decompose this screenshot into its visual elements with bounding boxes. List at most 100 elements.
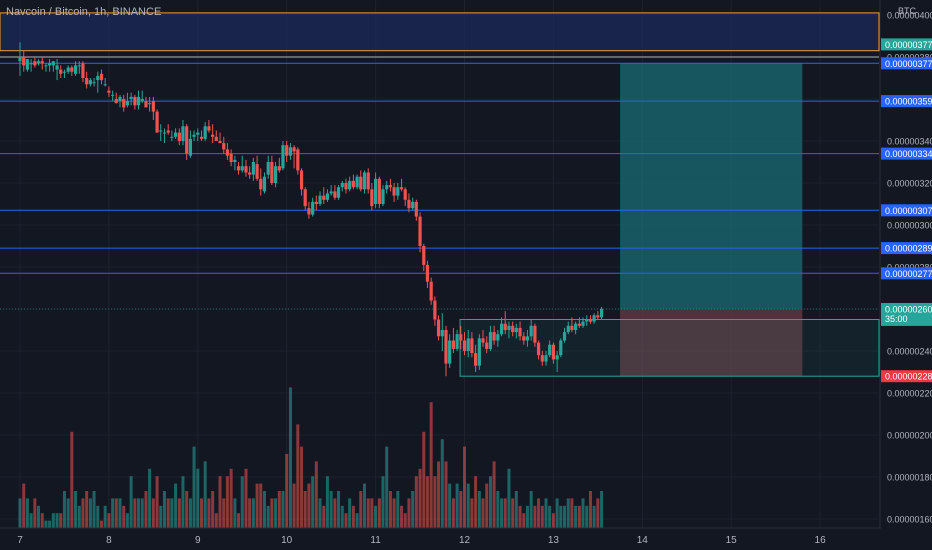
candle-body [129, 96, 133, 99]
stop-badge-text: 0.00000228 [885, 372, 932, 382]
volume-bar [162, 491, 166, 528]
volume-bar [392, 498, 396, 528]
range-box [459, 319, 880, 377]
volume-bar [74, 491, 78, 528]
candle-body [177, 132, 181, 141]
volume-bar [481, 498, 485, 528]
candle [444, 325, 448, 377]
candle [77, 61, 81, 74]
candle-body [199, 136, 204, 139]
candle [577, 317, 581, 328]
volume-bar [492, 461, 496, 528]
candle [240, 155, 244, 173]
volume-bar [40, 513, 44, 528]
candle-body [40, 61, 44, 64]
candle-body [496, 334, 500, 341]
candle-body [36, 61, 41, 64]
candle-body [566, 325, 570, 333]
candle [96, 71, 100, 93]
candle-body [381, 189, 385, 204]
candle-body [222, 143, 226, 150]
candle [588, 315, 593, 324]
candle [73, 61, 78, 76]
candle-body [148, 103, 152, 105]
price-tick-label: 0.00000400 [887, 11, 932, 21]
candle [55, 59, 59, 81]
candle-body [318, 195, 322, 204]
time-tick-label: 15 [726, 535, 738, 546]
candle [48, 59, 52, 72]
candle-body [133, 96, 137, 106]
price-tick-label: 0.00000300 [887, 221, 932, 231]
candle [562, 327, 567, 343]
candle-body [499, 323, 504, 335]
candle-body [303, 189, 307, 207]
candle [199, 130, 204, 141]
candle-body [344, 183, 348, 190]
volume-bar [251, 498, 255, 528]
volume-bar [474, 476, 478, 528]
candle [566, 321, 570, 335]
candle [418, 212, 422, 253]
candle [529, 319, 533, 341]
time-axis-ticks: 7 8 9 10 11 12 13 14 15 16 [17, 535, 826, 546]
candle [303, 187, 307, 211]
candle [462, 332, 467, 356]
volume-bar [266, 505, 270, 528]
candle [592, 313, 596, 324]
candle-body [281, 145, 285, 169]
price-tick-label: 0.00000240 [887, 347, 932, 357]
volume-bar [44, 520, 48, 528]
candle [414, 199, 418, 221]
volume-bar [407, 498, 411, 528]
candle [344, 178, 348, 194]
candle-body [211, 134, 215, 137]
time-tick-label: 11 [370, 535, 381, 546]
candle [581, 317, 585, 328]
candle-body [214, 136, 218, 141]
volume-bar [185, 491, 189, 528]
candle-body [236, 166, 241, 171]
candle [299, 168, 304, 196]
candle-body [399, 187, 404, 190]
volume-bar [55, 513, 59, 528]
candle-body [196, 132, 200, 135]
candle-body [455, 334, 459, 349]
volume-bar [540, 505, 544, 528]
volume-bar [270, 498, 274, 528]
candle [107, 86, 111, 97]
candle [196, 128, 200, 141]
candle [59, 65, 63, 78]
candle [307, 201, 311, 219]
candle-body [88, 80, 93, 85]
volume-bar [314, 461, 318, 528]
candle [385, 180, 389, 194]
currency-label: BTC [898, 6, 916, 16]
candle [44, 63, 48, 72]
last-price-countdown: 35:00 [885, 314, 908, 324]
candle-body [514, 327, 518, 333]
stop-badge: 0.00000228 [881, 370, 932, 383]
price-tick-label: 0.00000320 [887, 179, 932, 189]
volume-bar [151, 498, 155, 528]
volume-bar [118, 498, 122, 528]
candle-body [29, 63, 33, 65]
volume-bar [514, 491, 518, 528]
candle-body [418, 216, 422, 246]
candle [399, 178, 404, 192]
candle-body [207, 126, 211, 131]
volume-bar [548, 505, 552, 528]
candle-body [70, 67, 74, 72]
volume-bar [133, 498, 137, 528]
candle-body [203, 126, 207, 139]
volume-bar [211, 491, 215, 528]
candle [329, 185, 333, 196]
candle [488, 325, 493, 351]
last-price-badge-bg [881, 303, 932, 325]
candle-body [103, 84, 107, 86]
level-badge-bg [881, 267, 932, 280]
candle-body [588, 319, 593, 322]
candle-body [544, 355, 548, 362]
candle-body [385, 185, 389, 190]
